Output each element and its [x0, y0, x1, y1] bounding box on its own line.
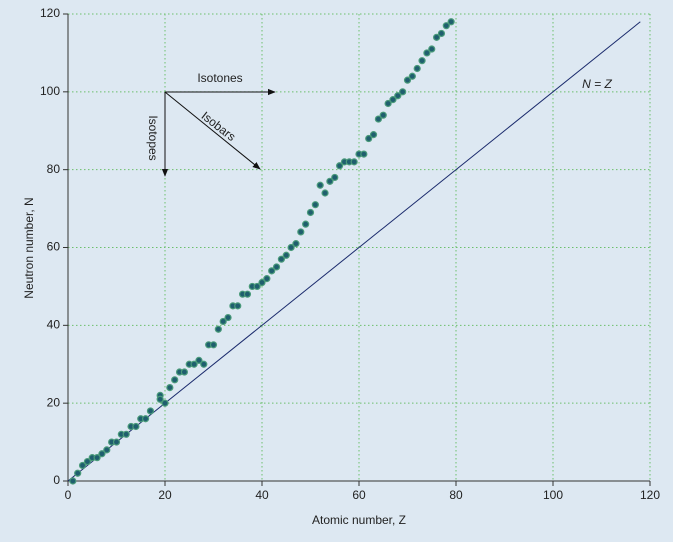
- point: [83, 457, 92, 466]
- point: [103, 446, 111, 454]
- point: [268, 267, 276, 275]
- point: [146, 407, 155, 415]
- x-tick-label: 40: [255, 488, 269, 502]
- point: [292, 240, 300, 248]
- point: [200, 360, 208, 368]
- point: [365, 134, 373, 143]
- point: [224, 313, 232, 322]
- point: [219, 317, 227, 326]
- point: [316, 181, 324, 189]
- point: [413, 64, 421, 73]
- point: [209, 341, 218, 349]
- point: [442, 22, 450, 30]
- point: [156, 395, 164, 403]
- y-tick-label: 20: [47, 395, 61, 409]
- point: [389, 96, 397, 104]
- point: [423, 49, 431, 57]
- point: [180, 368, 188, 376]
- point: [161, 399, 169, 407]
- y-axis-label: Neutron number, N: [22, 197, 36, 298]
- point: [374, 115, 382, 123]
- x-tick-label: 100: [543, 488, 563, 502]
- point: [331, 173, 339, 182]
- annotation: Isotopes: [146, 115, 160, 160]
- x-tick-label: 0: [65, 488, 72, 502]
- point: [93, 454, 101, 462]
- point: [297, 228, 305, 236]
- point: [350, 158, 358, 166]
- x-tick-label: 20: [158, 488, 172, 502]
- point: [282, 251, 290, 259]
- point: [394, 92, 402, 100]
- x-tick-label: 80: [449, 488, 463, 502]
- y-tick-label: 100: [40, 84, 60, 98]
- point: [321, 189, 329, 197]
- x-tick-label: 60: [352, 488, 366, 502]
- point: [132, 422, 140, 431]
- point: [418, 57, 426, 65]
- point: [171, 376, 179, 384]
- point: [287, 243, 295, 252]
- point: [360, 150, 368, 158]
- point: [214, 325, 222, 333]
- point: [272, 263, 281, 271]
- point: [384, 99, 392, 108]
- x-axis-label: Atomic number, Z: [312, 513, 406, 527]
- point: [122, 430, 130, 438]
- point: [311, 201, 319, 209]
- point: [379, 111, 387, 119]
- point: [234, 302, 242, 310]
- point: [306, 208, 315, 217]
- point: [112, 438, 121, 446]
- point: [326, 177, 334, 185]
- point: [433, 33, 441, 41]
- line-label: N = Z: [582, 77, 612, 91]
- point: [263, 275, 271, 283]
- point: [447, 18, 455, 26]
- point: [243, 290, 252, 298]
- point: [69, 477, 77, 485]
- y-tick-label: 80: [47, 162, 61, 176]
- point: [302, 220, 310, 228]
- point: [142, 415, 150, 423]
- point: [253, 282, 261, 291]
- point: [437, 29, 446, 38]
- x-tick-label: 120: [640, 488, 660, 502]
- point: [428, 45, 436, 53]
- point: [277, 255, 285, 263]
- point: [98, 450, 106, 458]
- point: [258, 278, 266, 287]
- point: [408, 72, 416, 80]
- y-tick-label: 0: [53, 473, 60, 487]
- point: [399, 88, 407, 96]
- point: [190, 360, 198, 368]
- point: [369, 131, 378, 139]
- y-tick-label: 40: [47, 318, 61, 332]
- point: [78, 461, 87, 470]
- annotation: Isotones: [197, 71, 242, 85]
- point: [336, 162, 344, 170]
- arrow: [164, 91, 261, 170]
- point: [74, 469, 82, 477]
- point: [195, 356, 203, 364]
- y-tick-label: 60: [47, 240, 61, 254]
- y-tick-label: 120: [40, 6, 60, 20]
- point: [403, 76, 412, 84]
- point: [166, 384, 174, 392]
